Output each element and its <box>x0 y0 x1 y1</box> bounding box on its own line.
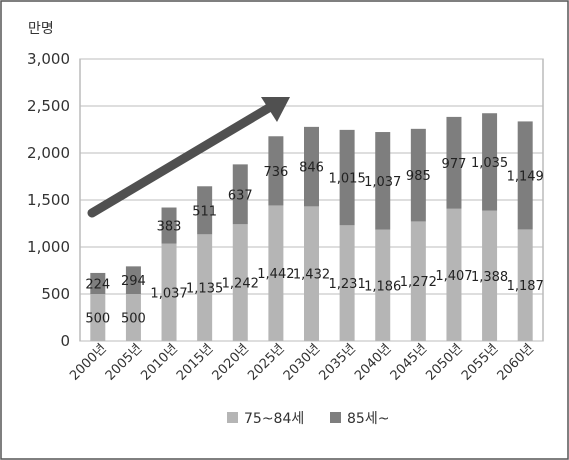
data-label: 977 <box>442 157 467 172</box>
bar-segment-75-84 <box>304 206 319 341</box>
bar-segment-85-plus <box>482 113 498 211</box>
data-label: 1,035 <box>471 156 508 171</box>
legend-swatch <box>227 412 238 423</box>
bar-segment-75-84 <box>90 294 106 341</box>
y-tick-label: 2,500 <box>27 97 70 115</box>
bar-segment-75-84 <box>339 225 355 341</box>
y-tick-label: 500 <box>41 285 70 303</box>
data-label: 1,037 <box>364 175 401 190</box>
data-label: 846 <box>299 161 324 176</box>
data-label: 1,388 <box>471 270 508 285</box>
y-tick-label: 1,000 <box>27 238 70 256</box>
data-label: 1,015 <box>329 172 366 187</box>
data-label: 985 <box>406 169 431 184</box>
bar-segment-75-84 <box>197 234 213 341</box>
bar-segment-85-plus <box>446 116 462 209</box>
bar-segment-75-84 <box>375 229 391 341</box>
bar-segment-85-plus <box>304 126 319 207</box>
bar-segment-75-84 <box>482 210 498 341</box>
data-labels: 500 224 500 294 1,037 383 1,135 511 1,242 637 1,44… <box>85 156 543 327</box>
data-label: 1,242 <box>222 277 259 292</box>
y-tick-label: 0 <box>60 332 70 350</box>
bar-segment-85-plus <box>125 266 141 294</box>
data-label: 1,149 <box>507 169 544 184</box>
data-label: 1,135 <box>186 282 223 297</box>
data-label: 1,187 <box>507 279 544 294</box>
legend-entry: 75~84세 <box>244 411 304 427</box>
legend: 75~84세 85세~ <box>227 411 389 427</box>
bar-segment-85-plus <box>90 272 106 294</box>
bar-segment-85-plus <box>232 164 248 225</box>
data-label: 294 <box>121 274 146 289</box>
bar-segment-75-84 <box>268 205 284 341</box>
bar-segment-85-plus <box>197 186 213 235</box>
legend-swatch <box>330 412 341 423</box>
y-tick-label: 1,500 <box>27 191 70 209</box>
data-label: 1,407 <box>435 269 472 284</box>
data-label: 511 <box>192 204 217 219</box>
data-label: 383 <box>157 220 182 235</box>
data-label: 1,272 <box>400 275 437 290</box>
bar-segment-85-plus <box>517 121 533 230</box>
data-label: 500 <box>121 312 146 327</box>
bar-segment-75-84 <box>446 208 462 341</box>
y-unit-label: 만명 <box>28 21 54 37</box>
trend-arrow-icon <box>87 97 290 218</box>
legend-entry: 85세~ <box>347 411 389 427</box>
data-label: 224 <box>85 277 110 292</box>
bar-segment-85-plus <box>268 136 284 206</box>
data-label: 736 <box>263 165 288 180</box>
bar-segment-75-84 <box>232 224 248 341</box>
bar-segment-75-84 <box>410 221 426 341</box>
data-label: 500 <box>85 312 110 327</box>
bar-segment-75-84 <box>161 243 177 341</box>
bar-segment-85-plus <box>339 129 355 226</box>
y-axis-ticks: 0 500 1,000 1,500 2,000 2,500 3,000 <box>27 50 70 350</box>
data-label: 637 <box>228 188 253 203</box>
data-label: 1,442 <box>257 267 294 282</box>
bar-segment-75-84 <box>125 294 141 341</box>
bar-segment-85-plus <box>410 128 426 222</box>
bars <box>90 113 533 341</box>
bar-segment-75-84 <box>517 229 533 341</box>
data-label: 1,231 <box>329 277 366 292</box>
data-label: 1,432 <box>293 268 330 283</box>
data-label: 1,037 <box>150 286 187 301</box>
bar-segment-85-plus <box>161 207 177 244</box>
data-label: 1,186 <box>364 279 401 294</box>
y-tick-label: 2,000 <box>27 144 70 162</box>
bar-segment-85-plus <box>375 132 391 230</box>
y-tick-label: 3,000 <box>27 50 70 68</box>
